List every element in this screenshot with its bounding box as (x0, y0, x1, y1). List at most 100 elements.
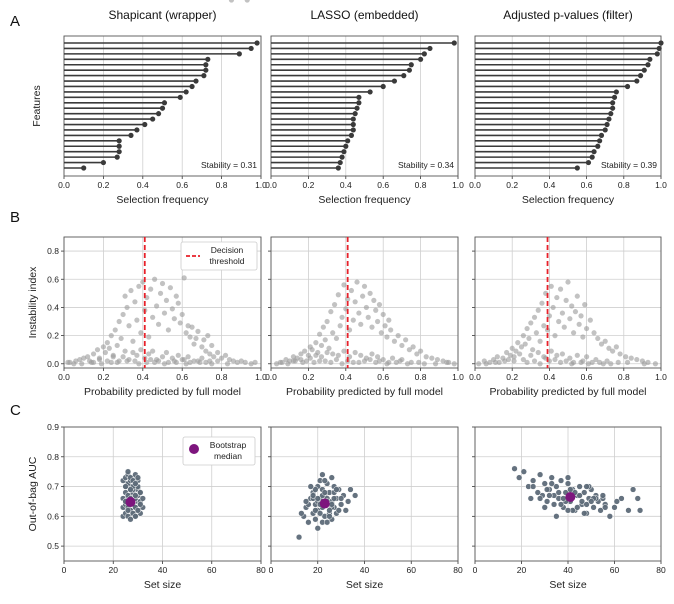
lollipop-head-a3 (654, 51, 660, 57)
lollipop-head-a2 (421, 51, 427, 57)
chart-title-a2: LASSO (embedded) (310, 8, 418, 22)
scatter-point-b2 (373, 359, 379, 365)
scatter-point-b3 (539, 300, 545, 306)
scatter-point-b2 (350, 317, 356, 323)
x-tick-label-b1: 0.8 (216, 372, 228, 382)
scatter-point-b2 (418, 348, 424, 354)
scatter-point-b2 (313, 352, 319, 358)
lollipop-head-a2 (350, 127, 356, 133)
panel-letter-b: B (10, 209, 20, 226)
scatter-point-b3 (537, 361, 543, 367)
scatter-point-b2 (380, 311, 386, 318)
scatter-point-b3 (494, 354, 500, 360)
scatter-point-b2 (318, 342, 325, 349)
scatter-point-c2 (328, 501, 335, 508)
y-axis-label-b1: Instability index (27, 266, 39, 339)
scatter-point-c1 (132, 492, 139, 499)
scatter-point-b2 (376, 302, 383, 308)
lollipop-head-a2 (408, 62, 414, 68)
x-tick-label-c1: 60 (207, 565, 217, 575)
lollipop-head-a1 (203, 67, 209, 73)
scatter-point-b1 (120, 311, 126, 318)
scatter-point-b1 (209, 342, 215, 349)
x-tick-label-b2: 0.4 (340, 372, 352, 382)
scatter-point-c1 (139, 495, 146, 502)
scatter-point-b2 (335, 352, 341, 358)
scatter-point-c3 (636, 507, 644, 514)
scatter-point-b1 (90, 351, 97, 357)
lollipop-head-a3 (645, 62, 651, 68)
scatter-point-b1 (100, 344, 106, 350)
scatter-point-b1 (120, 354, 126, 360)
scatter-point-c2 (330, 495, 338, 502)
x-tick-label-c2: 0 (269, 565, 274, 575)
scatter-point-b1 (197, 359, 203, 365)
x-tick-label-a3: 0.8 (618, 180, 630, 190)
bootstrap-median-point-c3 (565, 491, 576, 502)
x-tick-label-a1: 0.2 (97, 180, 109, 190)
scatter-point-b2 (348, 287, 355, 294)
scatter-point-b1 (244, 0, 250, 3)
lollipop-head-a1 (183, 89, 189, 95)
lollipop-head-a2 (352, 111, 358, 117)
x-tick-label-b2: 0.8 (415, 372, 427, 382)
scatter-point-b3 (528, 352, 534, 358)
scatter-point-b3 (578, 359, 584, 365)
scatter-point-b1 (207, 351, 213, 357)
scatter-point-b1 (132, 358, 138, 364)
scatter-point-c3 (548, 480, 555, 487)
scatter-point-b2 (373, 307, 379, 313)
lollipop-head-a2 (427, 45, 433, 52)
scatter-point-b3 (537, 338, 543, 344)
scatter-point-b2 (399, 342, 405, 349)
lollipop-head-a2 (451, 40, 457, 46)
scatter-point-b1 (161, 310, 168, 316)
scatter-point-b1 (136, 283, 142, 289)
scatter-point-b3 (585, 361, 592, 367)
scatter-point-b3 (483, 361, 489, 367)
scatter-point-b3 (567, 316, 573, 322)
scatter-point-c2 (337, 501, 345, 508)
lollipop-head-a2 (339, 154, 345, 160)
scatter-point-b1 (222, 352, 229, 358)
scatter-point-c2 (326, 507, 333, 514)
x-tick-label-c3: 0 (473, 565, 478, 575)
scatter-point-b2 (341, 282, 347, 288)
scatter-point-b3 (563, 297, 569, 303)
y-tick-label-b1: 0.2 (47, 331, 59, 341)
scatter-point-b3 (520, 356, 526, 363)
lollipop-head-a2 (350, 116, 356, 122)
scatter-point-b2 (354, 279, 360, 285)
scatter-point-b1 (150, 348, 156, 354)
lollipop-head-a1 (189, 83, 195, 90)
scatter-point-b3 (584, 354, 590, 360)
legend-median-swatch-c1 (189, 444, 199, 454)
scatter-point-b3 (598, 341, 605, 347)
lollipop-head-a2 (345, 138, 351, 144)
scatter-point-b2 (444, 359, 450, 365)
scatter-point-b1 (146, 334, 152, 340)
scatter-point-b1 (181, 275, 187, 281)
scatter-point-b2 (300, 359, 306, 365)
lollipop-head-a2 (356, 100, 362, 106)
scatter-point-c1 (127, 486, 134, 493)
scatter-point-b3 (574, 352, 580, 358)
scatter-point-b1 (215, 349, 221, 356)
scatter-point-b2 (309, 347, 315, 353)
lollipop-head-a2 (401, 73, 407, 79)
scatter-point-c3 (511, 465, 518, 472)
scatter-point-b3 (548, 348, 554, 354)
lollipop-head-a2 (391, 78, 398, 84)
scatter-point-b2 (395, 333, 401, 339)
scatter-point-b1 (138, 347, 144, 353)
lollipop-head-a1 (114, 154, 120, 160)
lollipop-head-a2 (354, 105, 360, 111)
lollipop-head-a1 (201, 73, 207, 79)
scatter-point-b3 (520, 333, 526, 339)
scatter-point-b1 (104, 358, 110, 364)
scatter-point-b3 (552, 356, 558, 363)
scatter-point-b3 (518, 344, 525, 350)
lollipop-head-a1 (100, 159, 106, 166)
scatter-point-c1 (137, 501, 144, 508)
axes-frame-a3 (474, 35, 662, 177)
